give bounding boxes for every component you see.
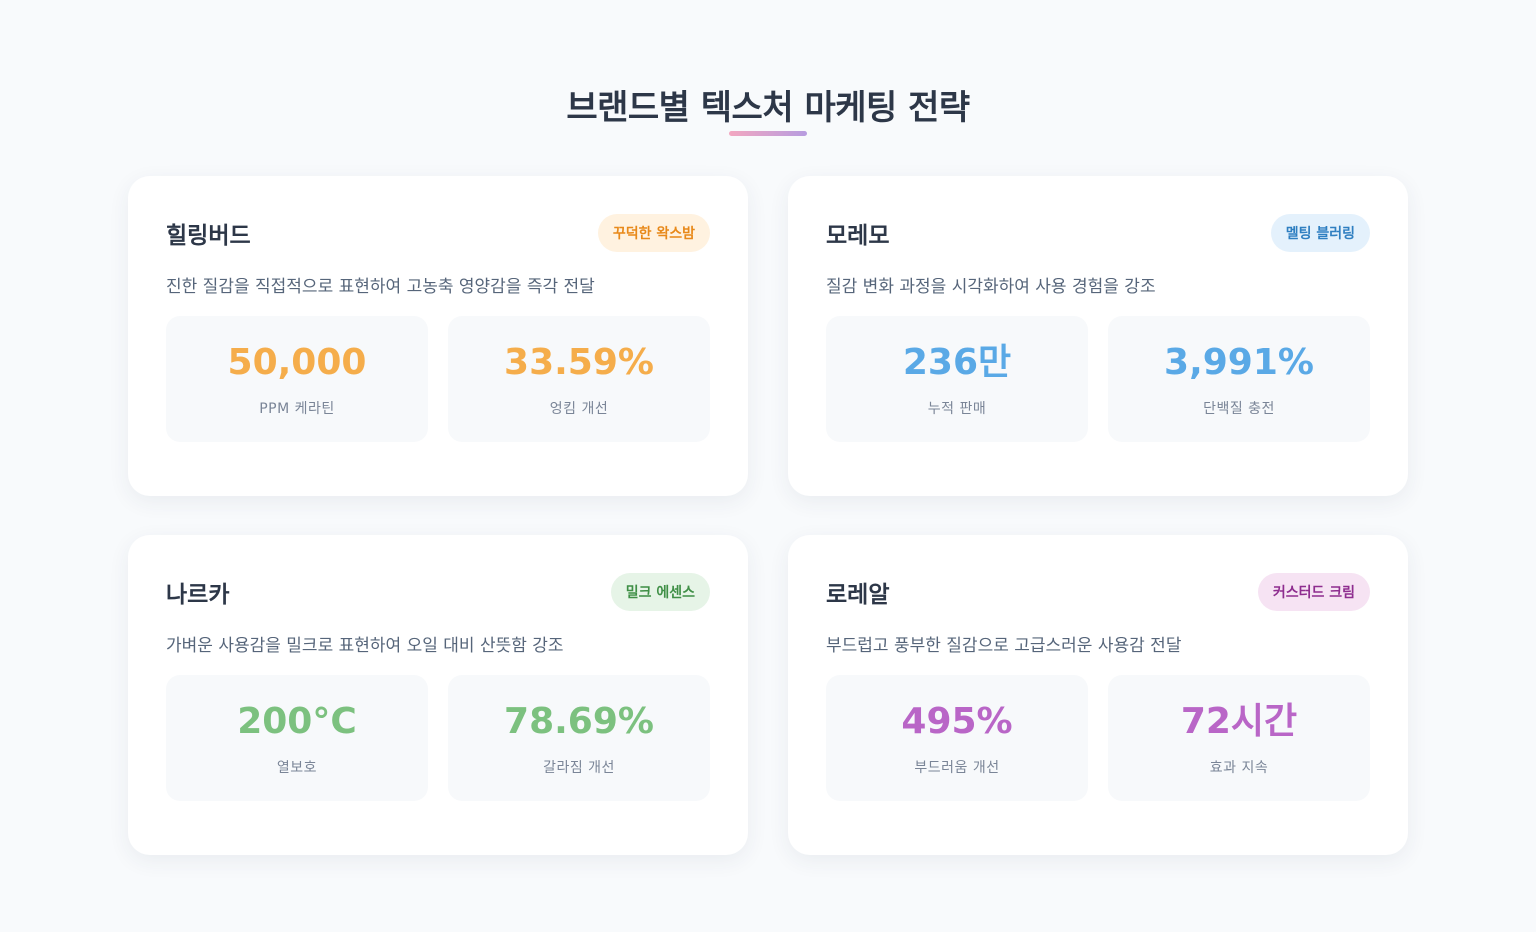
stat-value: 78.69% bbox=[504, 701, 654, 742]
stat-label: 누적 판매 bbox=[927, 401, 987, 417]
card-header: 힐링버드 꾸덕한 왁스밤 bbox=[166, 214, 710, 252]
stat-label: 열보호 bbox=[276, 760, 318, 776]
stat-box: 78.69% 갈라짐 개선 bbox=[448, 675, 710, 801]
stat-box: 236만 누적 판매 bbox=[826, 316, 1088, 442]
brand-card-loreal: 로레알 커스터드 크림 부드럽고 풍부한 질감으로 고급스러운 사용감 전달 4… bbox=[788, 535, 1408, 855]
texture-badge: 멜팅 블러링 bbox=[1270, 214, 1370, 252]
stat-box: 72시간 효과 지속 bbox=[1108, 675, 1370, 801]
brand-name: 힐링버드 bbox=[166, 223, 251, 249]
texture-badge: 밀크 에센스 bbox=[610, 573, 710, 611]
stat-label: 단백질 충전 bbox=[1203, 401, 1275, 417]
stat-box: 3,991% 단백질 충전 bbox=[1108, 316, 1370, 442]
stat-value: 3,991% bbox=[1164, 342, 1314, 383]
stat-box: 33.59% 엉킴 개선 bbox=[448, 316, 710, 442]
stat-label: 갈라짐 개선 bbox=[543, 760, 615, 776]
stat-box: 495% 부드러움 개선 bbox=[826, 675, 1088, 801]
stat-group: 200°C 열보호 78.69% 갈라짐 개선 bbox=[166, 675, 710, 801]
stat-label: 부드러움 개선 bbox=[914, 760, 1000, 776]
stat-value: 50,000 bbox=[227, 342, 367, 383]
brand-name: 나르카 bbox=[166, 582, 230, 608]
card-header: 모레모 멜팅 블러링 bbox=[826, 214, 1370, 252]
stat-label: 효과 지속 bbox=[1209, 760, 1269, 776]
brand-name: 모레모 bbox=[826, 223, 890, 249]
texture-badge: 꾸덕한 왁스밤 bbox=[597, 214, 710, 252]
brand-card-narka: 나르카 밀크 에센스 가벼운 사용감을 밀크로 표현하여 오일 대비 산뜻함 강… bbox=[128, 535, 748, 855]
stat-value: 72시간 bbox=[1180, 701, 1298, 742]
brand-name: 로레알 bbox=[826, 582, 890, 608]
stat-box: 200°C 열보호 bbox=[166, 675, 428, 801]
brand-description: 질감 변화 과정을 시각화하여 사용 경험을 강조 bbox=[826, 277, 1156, 297]
brand-card-grid: 힐링버드 꾸덕한 왁스밤 진한 질감을 직접적으로 표현하여 고농축 영양감을 … bbox=[128, 176, 1408, 855]
brand-card-moremo: 모레모 멜팅 블러링 질감 변화 과정을 시각화하여 사용 경험을 강조 236… bbox=[788, 176, 1408, 496]
stat-value: 236만 bbox=[902, 342, 1012, 383]
title-underline bbox=[729, 131, 807, 136]
page-title: 브랜드별 텍스처 마케팅 전략 bbox=[566, 88, 970, 128]
stat-label: 엉킴 개선 bbox=[549, 401, 609, 417]
brand-description: 가벼운 사용감을 밀크로 표현하여 오일 대비 산뜻함 강조 bbox=[166, 636, 564, 656]
stat-group: 236만 누적 판매 3,991% 단백질 충전 bbox=[826, 316, 1370, 442]
stat-value: 33.59% bbox=[504, 342, 654, 383]
brand-description: 진한 질감을 직접적으로 표현하여 고농축 영양감을 즉각 전달 bbox=[166, 277, 595, 297]
stat-value: 200°C bbox=[237, 701, 357, 742]
brand-description: 부드럽고 풍부한 질감으로 고급스러운 사용감 전달 bbox=[826, 636, 1182, 656]
card-header: 나르카 밀크 에센스 bbox=[166, 573, 710, 611]
stat-label: PPM 케라틴 bbox=[259, 401, 335, 417]
stat-group: 495% 부드러움 개선 72시간 효과 지속 bbox=[826, 675, 1370, 801]
stat-group: 50,000 PPM 케라틴 33.59% 엉킴 개선 bbox=[166, 316, 710, 442]
stat-value: 495% bbox=[901, 701, 1013, 742]
stat-box: 50,000 PPM 케라틴 bbox=[166, 316, 428, 442]
card-header: 로레알 커스터드 크림 bbox=[826, 573, 1370, 611]
texture-badge: 커스터드 크림 bbox=[1257, 573, 1370, 611]
brand-card-healingbird: 힐링버드 꾸덕한 왁스밤 진한 질감을 직접적으로 표현하여 고농축 영양감을 … bbox=[128, 176, 748, 496]
